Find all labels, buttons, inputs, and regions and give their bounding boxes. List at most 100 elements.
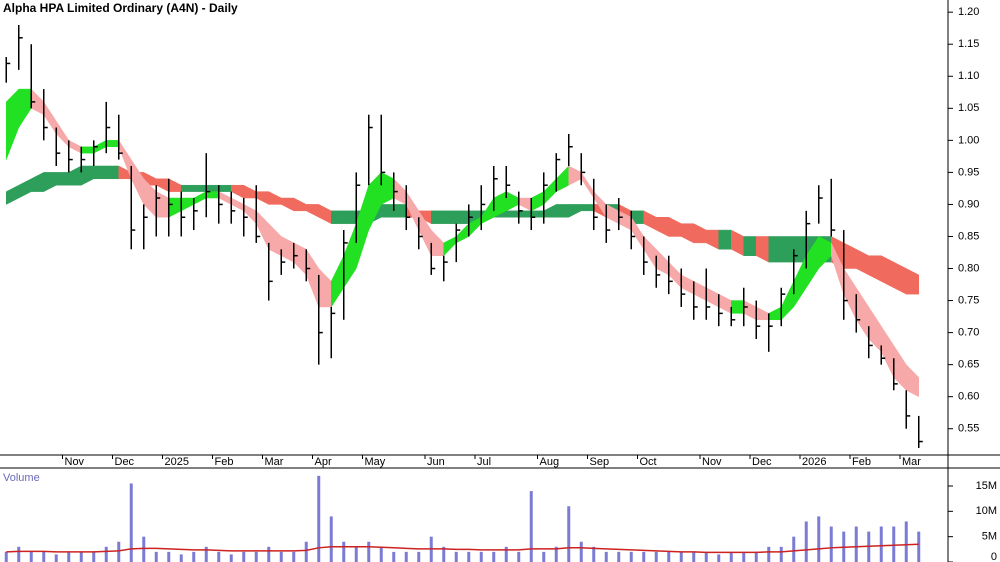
volume-bar bbox=[17, 546, 21, 562]
volume-bar bbox=[254, 551, 258, 562]
long-ribbon-segment bbox=[56, 172, 69, 186]
volume-bar bbox=[542, 551, 546, 562]
volume-bar bbox=[4, 551, 8, 562]
volume-bar bbox=[67, 551, 71, 562]
volume-bar bbox=[679, 551, 683, 562]
x-tick-label: Jul bbox=[477, 456, 491, 468]
volume-bar bbox=[654, 551, 658, 562]
volume-bar bbox=[104, 546, 108, 562]
volume-bar bbox=[767, 546, 771, 562]
volume-bar bbox=[642, 551, 646, 562]
volume-tick-label: 10M bbox=[976, 505, 997, 517]
volume-bar bbox=[192, 551, 196, 562]
volume-average bbox=[6, 543, 919, 554]
volume-bar bbox=[492, 551, 496, 562]
x-tick-label: 2026 bbox=[802, 456, 826, 468]
volume-bar bbox=[717, 554, 721, 562]
volume-bar bbox=[692, 551, 696, 562]
long-ribbon-segment bbox=[393, 204, 407, 218]
volume-bar bbox=[267, 546, 271, 562]
volume-bar bbox=[417, 551, 421, 562]
volume-bar bbox=[204, 546, 208, 562]
volume-bar bbox=[729, 551, 733, 562]
volume-bar bbox=[879, 526, 883, 562]
long-ribbon-segment bbox=[556, 204, 569, 218]
y-tick-label: 1.05 bbox=[958, 102, 979, 114]
volume-bar bbox=[342, 541, 346, 562]
volume-bar bbox=[454, 551, 458, 562]
volume-tick-label: 0 bbox=[991, 551, 997, 562]
volume-bar bbox=[379, 546, 383, 562]
y-tick-label: 0.75 bbox=[958, 294, 979, 306]
volume-label: Volume bbox=[3, 472, 40, 484]
y-tick-label: 0.55 bbox=[958, 423, 979, 435]
volume-bar bbox=[142, 536, 146, 562]
volume-bar bbox=[617, 551, 621, 562]
volume-bar bbox=[317, 475, 321, 562]
x-tick-label: Jun bbox=[427, 456, 445, 468]
long-ribbon-segment bbox=[456, 210, 469, 224]
volume-bar bbox=[154, 551, 158, 562]
x-tick-label: Aug bbox=[540, 456, 560, 468]
long-ribbon-segment bbox=[206, 184, 219, 192]
volume-bar bbox=[392, 551, 396, 562]
short-ribbon-segment bbox=[731, 300, 744, 314]
long-ribbon-segment bbox=[506, 210, 519, 218]
volume-bar bbox=[304, 541, 308, 562]
volume-bar bbox=[54, 554, 58, 562]
x-tick-label: Mar bbox=[902, 456, 921, 468]
volume-bar bbox=[592, 546, 596, 562]
volume-bar bbox=[854, 526, 858, 562]
y-tick-label: 1.00 bbox=[958, 134, 979, 146]
y-tick-label: 0.60 bbox=[958, 391, 979, 403]
y-tick-label: 0.80 bbox=[958, 262, 979, 274]
short-ribbon-segment bbox=[81, 146, 94, 154]
long-ribbon-segment bbox=[431, 210, 444, 224]
long-ribbon-segment bbox=[381, 204, 394, 218]
x-tick-label: Dec bbox=[752, 456, 772, 468]
chart-title: Alpha HPA Limited Ordinary (A4N) - Daily bbox=[3, 1, 238, 15]
y-tick-label: 0.85 bbox=[958, 230, 979, 242]
long-ribbon-segment bbox=[443, 210, 457, 224]
long-ribbon-segment bbox=[781, 236, 794, 263]
long-ribbon-segment bbox=[906, 268, 919, 295]
volume-tick-label: 15M bbox=[976, 480, 997, 492]
x-tick-label: 2025 bbox=[165, 456, 189, 468]
x-tick-label: Nov bbox=[65, 456, 85, 468]
short-ribbon-segment bbox=[206, 191, 219, 199]
y-tick-label: 1.10 bbox=[958, 70, 979, 82]
long-ribbon-segment bbox=[218, 184, 232, 192]
y-tick-label: 0.70 bbox=[958, 327, 979, 339]
volume-bar bbox=[829, 526, 833, 562]
volume-bar bbox=[754, 551, 758, 562]
volume-bar bbox=[604, 551, 608, 562]
volume-bar bbox=[404, 551, 408, 562]
volume-bar bbox=[29, 551, 33, 562]
long-ribbon-segment bbox=[331, 210, 344, 224]
x-tick-label: May bbox=[365, 456, 386, 468]
x-tick-label: Oct bbox=[640, 456, 657, 468]
volume-bar bbox=[117, 541, 121, 562]
volume-bar bbox=[567, 506, 571, 562]
volume-bar bbox=[292, 551, 296, 562]
long-ribbon-segment bbox=[581, 204, 594, 212]
volume-bar bbox=[279, 551, 283, 562]
volume-bar bbox=[504, 546, 508, 562]
x-tick-label: Apr bbox=[315, 456, 332, 468]
volume-bar bbox=[554, 546, 558, 562]
volume-tick-label: 5M bbox=[982, 531, 997, 543]
long-ribbon-segment bbox=[106, 165, 119, 180]
volume-bar bbox=[917, 531, 921, 562]
x-tick-label: Nov bbox=[702, 456, 722, 468]
volume-bar bbox=[467, 551, 471, 562]
x-tick-label: Feb bbox=[852, 456, 871, 468]
long-ribbon-segment bbox=[768, 236, 782, 263]
volume-bar bbox=[667, 551, 671, 562]
long-ribbon-segment bbox=[793, 236, 807, 263]
volume-bar bbox=[529, 491, 533, 562]
volume-bar bbox=[779, 546, 783, 562]
x-tick-label: Dec bbox=[115, 456, 135, 468]
long-ribbon-segment bbox=[531, 210, 544, 218]
long-ribbon-segment bbox=[718, 229, 732, 250]
volume-bar bbox=[817, 516, 821, 562]
